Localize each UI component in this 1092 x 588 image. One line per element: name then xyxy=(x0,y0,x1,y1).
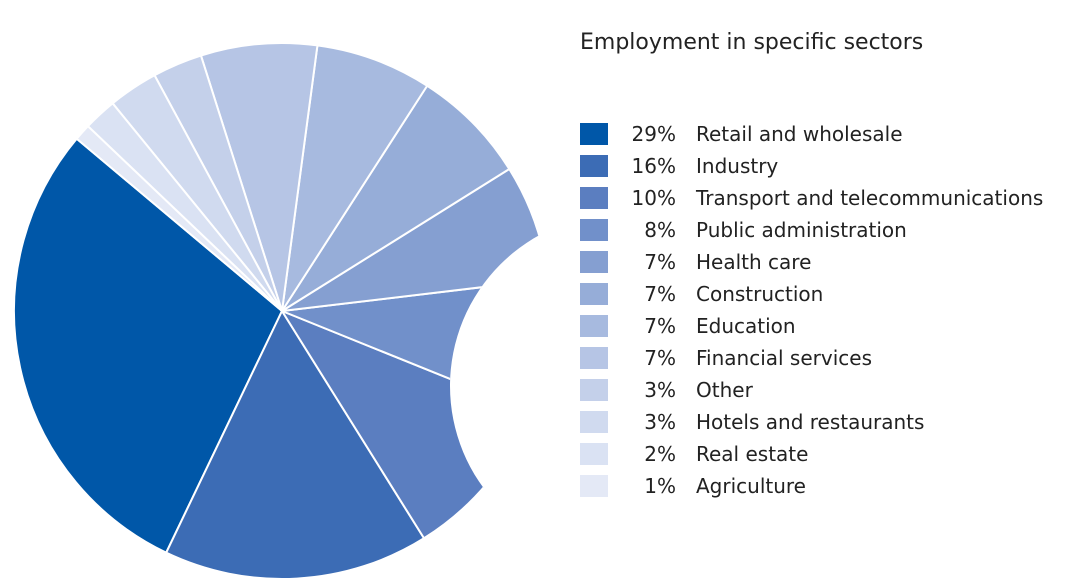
pie-slice-12 xyxy=(75,124,283,312)
legend-item: 8% Public administration xyxy=(580,214,1043,246)
legend-label: Transport and telecommunications xyxy=(696,186,1044,210)
legend-swatch xyxy=(580,187,608,209)
pie-slice-6 xyxy=(281,84,511,312)
legend-item: 2% Real estate xyxy=(580,438,1043,470)
legend-percent: 10% xyxy=(631,186,676,210)
legend-swatch xyxy=(580,283,608,305)
legend-percent: 3% xyxy=(644,410,676,434)
legend-item: 1% Agriculture xyxy=(580,470,1043,502)
legend-swatch xyxy=(580,123,608,145)
legend-percent: 29% xyxy=(631,122,676,146)
legend-swatch xyxy=(580,411,608,433)
legend-item: 10% Transport and telecommunications xyxy=(580,182,1043,214)
legend-swatch xyxy=(580,475,608,497)
legend-label: Real estate xyxy=(696,442,809,466)
legend-percent: 1% xyxy=(644,474,676,498)
legend-swatch xyxy=(580,315,608,337)
legend-label: Other xyxy=(696,378,753,402)
legend-percent: 7% xyxy=(644,250,676,274)
legend-item: 7% Construction xyxy=(580,278,1043,310)
legend-label: Health care xyxy=(696,250,812,274)
pie-slices xyxy=(13,42,551,580)
legend-swatch xyxy=(580,379,608,401)
legend-percent: 7% xyxy=(644,282,676,306)
legend-item: 7% Health care xyxy=(580,246,1043,278)
pie-slice-7 xyxy=(281,44,429,312)
legend-item: 29% Retail and wholesale xyxy=(580,118,1043,150)
legend-swatch xyxy=(580,219,608,241)
legend-percent: 7% xyxy=(644,346,676,370)
legend-label: Education xyxy=(696,314,796,338)
pie-slice-2 xyxy=(164,308,426,580)
legend-label: Industry xyxy=(696,154,779,178)
legend: 29% Retail and wholesale 16% Industry 10% Tra… xyxy=(580,118,1043,502)
legend-percent: 7% xyxy=(644,314,676,338)
legend-swatch xyxy=(580,251,608,273)
legend-label: Retail and wholesale xyxy=(696,122,903,146)
legend-percent: 16% xyxy=(631,154,676,178)
legend-percent: 3% xyxy=(644,378,676,402)
pie-chart xyxy=(13,42,551,580)
legend-label: Financial services xyxy=(696,346,872,370)
legend-label: Hotels and restaurants xyxy=(696,410,925,434)
legend-swatch xyxy=(580,443,608,465)
pie-slice-8 xyxy=(199,42,319,312)
legend-label: Public administration xyxy=(696,218,907,242)
legend-percent: 8% xyxy=(644,218,676,242)
legend-label: Agriculture xyxy=(696,474,806,498)
legend-item: 7% Financial services xyxy=(580,342,1043,374)
legend-item: 3% Hotels and restaurants xyxy=(580,406,1043,438)
chart-title: Employment in specific sectors xyxy=(580,30,924,55)
legend-swatch xyxy=(580,155,608,177)
legend-swatch xyxy=(580,347,608,369)
legend-item: 16% Industry xyxy=(580,150,1043,182)
legend-item: 7% Education xyxy=(580,310,1043,342)
legend-item: 3% Other xyxy=(580,374,1043,406)
legend-percent: 2% xyxy=(644,442,676,466)
legend-label: Construction xyxy=(696,282,824,306)
